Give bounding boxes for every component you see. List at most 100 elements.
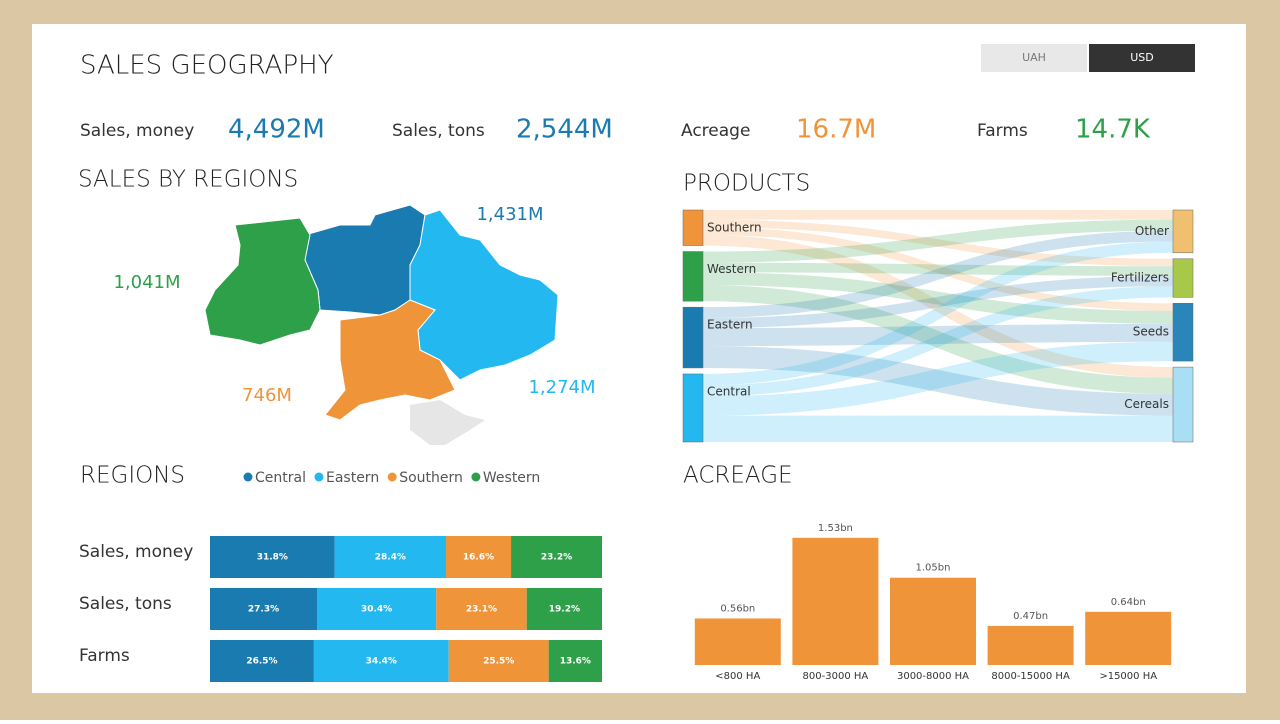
sankey-link — [702, 341, 1174, 416]
sankey-source-node — [682, 306, 704, 369]
sankey-link — [702, 230, 1174, 318]
segment-label: 34.4% — [366, 657, 397, 667]
bar-value-label: 0.64bn — [1111, 597, 1146, 608]
bar-value-label: 1.53bn — [818, 523, 853, 534]
chart-title: ACREAGE — [683, 463, 793, 489]
legend-label: Western — [483, 470, 540, 486]
legend-marker — [314, 472, 324, 482]
map-label: 1,431M — [476, 204, 543, 225]
legend-label: Central — [255, 470, 306, 486]
currency-label[interactable]: USD — [1130, 51, 1154, 64]
bar — [1085, 611, 1172, 665]
chart-title: SALES BY REGIONS — [78, 167, 298, 193]
bar-segment — [448, 640, 549, 682]
panel — [32, 24, 1246, 693]
bar-segment — [436, 588, 527, 630]
legend-marker — [387, 472, 397, 482]
legend-label: Eastern — [326, 470, 379, 486]
sankey-link — [702, 227, 1174, 312]
map-label: 1,274M — [528, 377, 595, 398]
bar-segment — [548, 640, 602, 682]
bar-segment — [317, 588, 437, 630]
segment-label: 16.6% — [463, 553, 494, 563]
sankey-link — [702, 272, 1174, 324]
x-tick-label: 8000-15000 HA — [991, 671, 1070, 682]
sankey-target-node — [1172, 209, 1194, 254]
map-label: 746M — [242, 385, 292, 406]
x-tick-label: >15000 HA — [1099, 671, 1157, 682]
sankey-source-node — [682, 251, 704, 302]
map-region — [324, 299, 456, 421]
bar — [792, 537, 879, 665]
sankey-link — [702, 286, 1174, 397]
kpi-value: 14.7K — [1075, 115, 1151, 145]
kpi-label: Acreage — [681, 121, 750, 141]
segment-label: 23.2% — [541, 553, 572, 563]
bar-value-label: 0.56bn — [720, 603, 755, 614]
sankey-target-label: Other — [1135, 224, 1169, 238]
sankey-source-label: Southern — [707, 220, 762, 234]
bar-segment — [313, 640, 449, 682]
sankey-target-label: Fertilizers — [1111, 271, 1169, 285]
kpi-value: 4,492M — [228, 115, 325, 145]
x-tick-label: <800 HA — [715, 671, 760, 682]
sankey-target-label: Seeds — [1133, 325, 1169, 339]
sankey-link — [702, 323, 1174, 347]
bar — [890, 577, 976, 665]
sankey-link — [702, 262, 1174, 276]
category-label: Sales, money — [79, 542, 193, 562]
chart-title: REGIONS — [80, 463, 185, 489]
currency-button[interactable] — [981, 44, 1087, 72]
sankey-target-node — [1172, 258, 1194, 298]
map-label: 1,041M — [113, 272, 180, 293]
map-region — [204, 217, 321, 346]
segment-label: 31.8% — [257, 553, 288, 563]
sankey-link — [702, 275, 1174, 329]
sankey-target-node — [1172, 366, 1194, 443]
sankey-source-node — [682, 209, 704, 246]
segment-label: 26.5% — [246, 657, 277, 667]
sankey-source-label: Eastern — [707, 318, 753, 332]
sankey-target-node — [1172, 303, 1194, 362]
legend-marker — [243, 472, 253, 482]
bar — [987, 625, 1074, 665]
bar-segment — [526, 588, 602, 630]
sankey-source-label: Central — [707, 384, 751, 398]
segment-label: 13.6% — [560, 657, 591, 667]
sankey-target-label: Cereals — [1124, 397, 1169, 411]
sankey-link — [702, 241, 1174, 386]
currency-button[interactable] — [1089, 44, 1195, 72]
bar-segment — [334, 536, 446, 578]
currency-label[interactable]: UAH — [1022, 51, 1046, 64]
segment-label: 28.4% — [375, 553, 406, 563]
kpi-value: 16.7M — [796, 115, 876, 145]
sankey-link — [702, 219, 1174, 263]
sankey-source-node — [682, 373, 704, 443]
x-tick-label: 3000-8000 HA — [897, 671, 969, 682]
sankey-link — [702, 219, 1174, 267]
kpi-label: Sales, tons — [392, 121, 485, 141]
crimea — [410, 400, 485, 445]
legend-marker — [471, 472, 481, 482]
bar-segment — [445, 536, 512, 578]
x-tick-label: 800-3000 HA — [803, 671, 869, 682]
kpi-value: 2,544M — [516, 115, 613, 145]
kpi-label: Sales, money — [80, 121, 194, 141]
segment-label: 27.3% — [248, 605, 279, 615]
legend-label: Southern — [399, 470, 463, 486]
sankey-source-label: Western — [707, 262, 756, 276]
category-label: Sales, tons — [79, 594, 172, 614]
sankey-link — [702, 346, 1174, 416]
bar-segment — [210, 640, 314, 682]
segment-label: 25.5% — [483, 657, 514, 667]
sankey-link — [702, 285, 1174, 394]
bar — [694, 618, 781, 665]
sankey-link — [702, 234, 1174, 378]
kpi-label: Farms — [977, 121, 1028, 141]
page-title: SALES GEOGRAPHY — [80, 51, 334, 81]
chart-title: PRODUCTS — [683, 171, 810, 197]
bar-value-label: 1.05bn — [916, 563, 951, 574]
bar-segment — [511, 536, 602, 578]
